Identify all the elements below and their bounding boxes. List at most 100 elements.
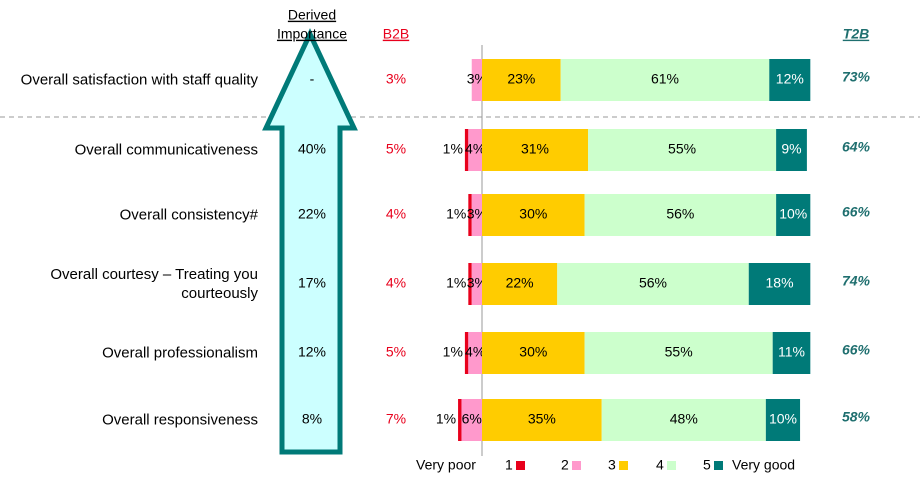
bar-segment (464, 129, 469, 171)
bar-segment (468, 332, 482, 374)
value-label: 10% (779, 206, 807, 222)
value-label: 3% (467, 206, 487, 222)
bar-segment (482, 263, 558, 305)
legend-swatch (714, 461, 723, 470)
bar-segment (765, 399, 801, 441)
value-label: 3% (467, 71, 487, 87)
value-label: 30% (519, 344, 547, 360)
value-label: 61% (651, 71, 679, 87)
t2b-value: 73% (842, 69, 871, 85)
t2b-value: 64% (842, 139, 871, 155)
importance-value: 22% (298, 206, 326, 222)
b2b-header: B2B (383, 26, 409, 42)
bar-segment (776, 194, 811, 236)
value-label: 12% (776, 71, 804, 87)
legend-label: 5 (703, 457, 711, 473)
category-label: Overall courtesy – Treating you courteou… (50, 266, 258, 302)
value-label: 11% (778, 344, 805, 360)
legend-label: 1 (505, 457, 513, 473)
importance-value: - (310, 71, 315, 87)
value-label: 10% (769, 411, 797, 427)
bar-segment (458, 399, 462, 441)
category-label: Overall communicativeness (74, 141, 258, 159)
bar-segment (468, 194, 472, 236)
b2b-value: 5% (386, 344, 406, 360)
bar-segment (557, 263, 749, 305)
bar-segment (748, 263, 811, 305)
bar-segment (482, 332, 585, 374)
bar-segment (482, 399, 602, 441)
bar-segment (772, 332, 811, 374)
bar-segment (464, 332, 469, 374)
importance-value: 8% (302, 411, 322, 427)
value-label: 1% (443, 141, 463, 157)
importance-arrow (262, 28, 358, 455)
value-label: 1% (443, 344, 463, 360)
t2b-value: 74% (842, 273, 871, 289)
importance-header: Importance (277, 26, 347, 42)
bar-segment (584, 194, 777, 236)
legend-label: 4 (656, 457, 664, 473)
value-label: 22% (506, 275, 534, 291)
bar-segment (601, 399, 766, 441)
b2b-value: 4% (386, 206, 406, 222)
b2b-value: 3% (386, 71, 406, 87)
bar-segment (482, 59, 561, 101)
bar-segment (468, 263, 472, 305)
bar-segment (588, 129, 777, 171)
t2b-value: 66% (842, 342, 871, 358)
value-label: 3% (467, 275, 487, 291)
legend-low: Very poor (416, 457, 476, 473)
value-label: 9% (781, 141, 801, 157)
value-label: 4% (465, 141, 485, 157)
importance-header: Derived (288, 7, 336, 23)
bar-segment (560, 59, 770, 101)
bar-segment (776, 129, 807, 171)
t2b-header: T2B (843, 26, 869, 42)
value-label: 30% (519, 206, 547, 222)
value-label: 6% (462, 411, 482, 427)
legend-swatch (572, 461, 581, 470)
legend-swatch (667, 461, 676, 470)
category-label: Overall satisfaction with staff quality (20, 71, 258, 89)
value-label: 56% (666, 206, 694, 222)
importance-value: 12% (298, 344, 326, 360)
legend-label: 2 (561, 457, 569, 473)
bar-segment (471, 59, 482, 101)
bar-segment (471, 263, 482, 305)
value-label: 1% (446, 275, 466, 291)
importance-value: 17% (298, 275, 326, 291)
bar-segment (769, 59, 811, 101)
t2b-value: 66% (842, 204, 871, 220)
value-label: 48% (670, 411, 698, 427)
bar-segment (468, 129, 482, 171)
legend-label: 3 (608, 457, 616, 473)
bar-segment (584, 332, 773, 374)
value-label: 1% (436, 411, 456, 427)
bar-segment (461, 399, 482, 441)
value-label: 56% (639, 275, 667, 291)
category-label: Overall consistency# (119, 206, 258, 224)
category-label: Overall professionalism (102, 344, 258, 362)
value-label: 23% (507, 71, 535, 87)
value-label: 55% (668, 141, 696, 157)
b2b-value: 5% (386, 141, 406, 157)
category-label: Overall responsiveness (102, 411, 258, 429)
value-label: 18% (766, 275, 794, 291)
value-label: 31% (521, 141, 549, 157)
b2b-value: 4% (386, 275, 406, 291)
legend-swatch (619, 461, 628, 470)
value-label: 55% (665, 344, 693, 360)
legend-high: Very good (732, 457, 795, 473)
t2b-value: 58% (842, 409, 871, 425)
bar-segment (482, 194, 585, 236)
b2b-value: 7% (386, 411, 406, 427)
importance-value: 40% (298, 141, 326, 157)
bar-segment (471, 194, 482, 236)
value-label: 1% (446, 206, 466, 222)
value-label: 4% (465, 344, 485, 360)
value-label: 35% (528, 411, 556, 427)
bar-segment (482, 129, 589, 171)
